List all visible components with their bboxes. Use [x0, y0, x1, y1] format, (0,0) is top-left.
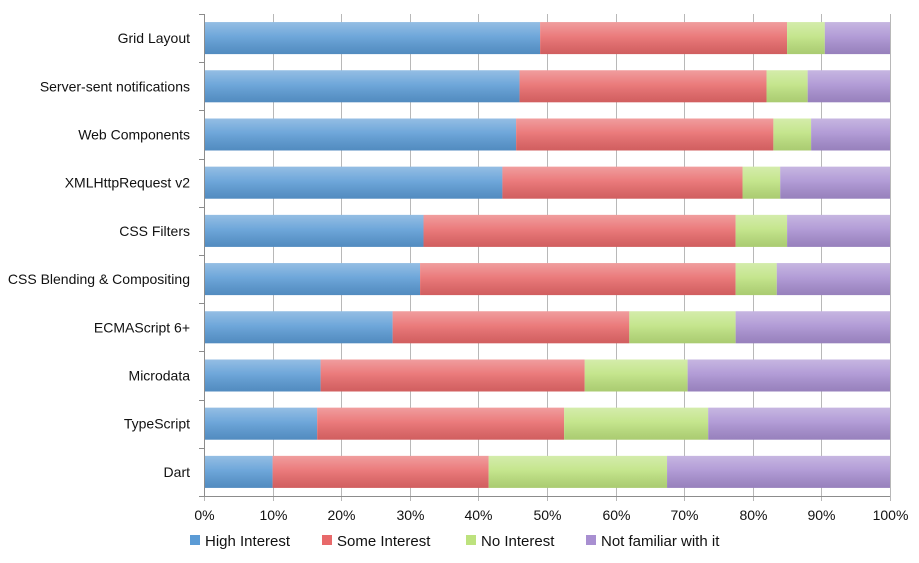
bar-segment-shade	[629, 311, 736, 344]
bar-segment-shade	[204, 70, 520, 103]
bar-segment-shade	[807, 70, 890, 103]
bar-segment-shade	[423, 214, 736, 247]
legend-label: High Interest	[205, 533, 291, 550]
bar-segment-shade	[392, 311, 630, 344]
legend-item: High Interest	[190, 533, 291, 550]
x-tick-label: 90%	[807, 507, 835, 523]
bar-segment-shade	[780, 166, 890, 199]
axes	[199, 14, 890, 497]
category-label: Grid Layout	[118, 30, 190, 46]
bar-segment-shade	[708, 407, 890, 440]
bar-segment-shade	[766, 70, 808, 103]
x-tick-label: 30%	[396, 507, 424, 523]
x-tick-label: 50%	[533, 507, 561, 523]
bar-group	[204, 359, 890, 392]
x-tick-label: 60%	[602, 507, 630, 523]
bar-group	[204, 118, 890, 151]
legend-label: No Interest	[481, 533, 555, 550]
bar-segment-shade	[742, 166, 781, 199]
bar-segment-shade	[667, 455, 890, 488]
legend-swatch	[586, 535, 596, 545]
bar-segment-shade	[502, 166, 743, 199]
bar-segment-shade	[204, 118, 517, 151]
legend-swatch	[322, 535, 332, 545]
bar-segment-shade	[204, 263, 421, 296]
bar-segment-shade	[773, 118, 812, 151]
x-tick-label: 0%	[194, 507, 214, 523]
bar-segment-shade	[272, 455, 489, 488]
category-label: Server-sent notifications	[40, 78, 190, 94]
bar-segment-shade	[687, 359, 890, 392]
legend-swatch	[466, 535, 476, 545]
category-label: ECMAScript 6+	[94, 319, 190, 335]
category-label: CSS Blending & Compositing	[8, 271, 190, 287]
bar-segment-shade	[776, 263, 890, 296]
bar-segment-shade	[204, 166, 503, 199]
x-tick-label: 40%	[464, 507, 492, 523]
x-tick-label: 10%	[259, 507, 287, 523]
bar-segment-shade	[420, 263, 736, 296]
x-axis-tick-labels: 0% 10% 20% 30% 40% 50% 60% 70% 80% 90% 100%	[194, 507, 908, 523]
bar-segment-shade	[735, 311, 890, 344]
bar-group	[204, 311, 890, 344]
bar-group	[204, 70, 890, 103]
bar-segment-shade	[317, 407, 565, 440]
bar-segment-shade	[488, 455, 668, 488]
category-labels: Grid Layout Server-sent notifications Web …	[8, 30, 190, 480]
bar-segment-shade	[204, 455, 273, 488]
bar-segment-shade	[516, 118, 774, 151]
legend-item: Some Interest	[322, 533, 431, 550]
category-label: Dart	[164, 464, 191, 480]
bar-segment-shade	[787, 214, 890, 247]
x-tick-label: 70%	[670, 507, 698, 523]
legend-label: Not familiar with it	[601, 533, 720, 550]
bar-segment-shade	[584, 359, 688, 392]
bar-segment-shade	[564, 407, 709, 440]
legend-item: No Interest	[466, 533, 555, 550]
bar-segment-shade	[735, 263, 777, 296]
bar-group	[204, 407, 890, 440]
bar-segment-shade	[204, 22, 541, 55]
bar-segment-shade	[204, 311, 393, 344]
bar-segment-shade	[204, 407, 318, 440]
category-label: CSS Filters	[119, 223, 190, 239]
bar-group	[204, 455, 890, 488]
bar-segment-shade	[204, 214, 424, 247]
bar-segment-shade	[540, 22, 788, 55]
category-label: TypeScript	[124, 416, 190, 432]
bar-segment-shade	[519, 70, 767, 103]
x-tick-label: 100%	[873, 507, 909, 523]
x-tick-label: 20%	[327, 507, 355, 523]
legend-item: Not familiar with it	[586, 533, 720, 550]
bar-segment-shade	[320, 359, 585, 392]
bar-group	[204, 166, 890, 199]
bar-segment-shade	[735, 214, 788, 247]
x-tick-label: 80%	[739, 507, 767, 523]
bar-segment-shade	[824, 22, 890, 55]
category-label: Microdata	[129, 368, 191, 384]
legend-label: Some Interest	[337, 533, 431, 550]
category-label: Web Components	[78, 127, 190, 143]
category-label: XMLHttpRequest v2	[65, 175, 190, 191]
bar-segment-shade	[787, 22, 825, 55]
bar-group	[204, 263, 890, 296]
bar-group	[204, 214, 890, 247]
legend: High Interest Some Interest No Interest Not…	[190, 533, 720, 550]
bars	[204, 22, 890, 488]
bar-segment-shade	[204, 359, 321, 392]
bar-group	[204, 22, 890, 55]
bar-segment-shade	[811, 118, 890, 151]
legend-swatch	[190, 535, 200, 545]
